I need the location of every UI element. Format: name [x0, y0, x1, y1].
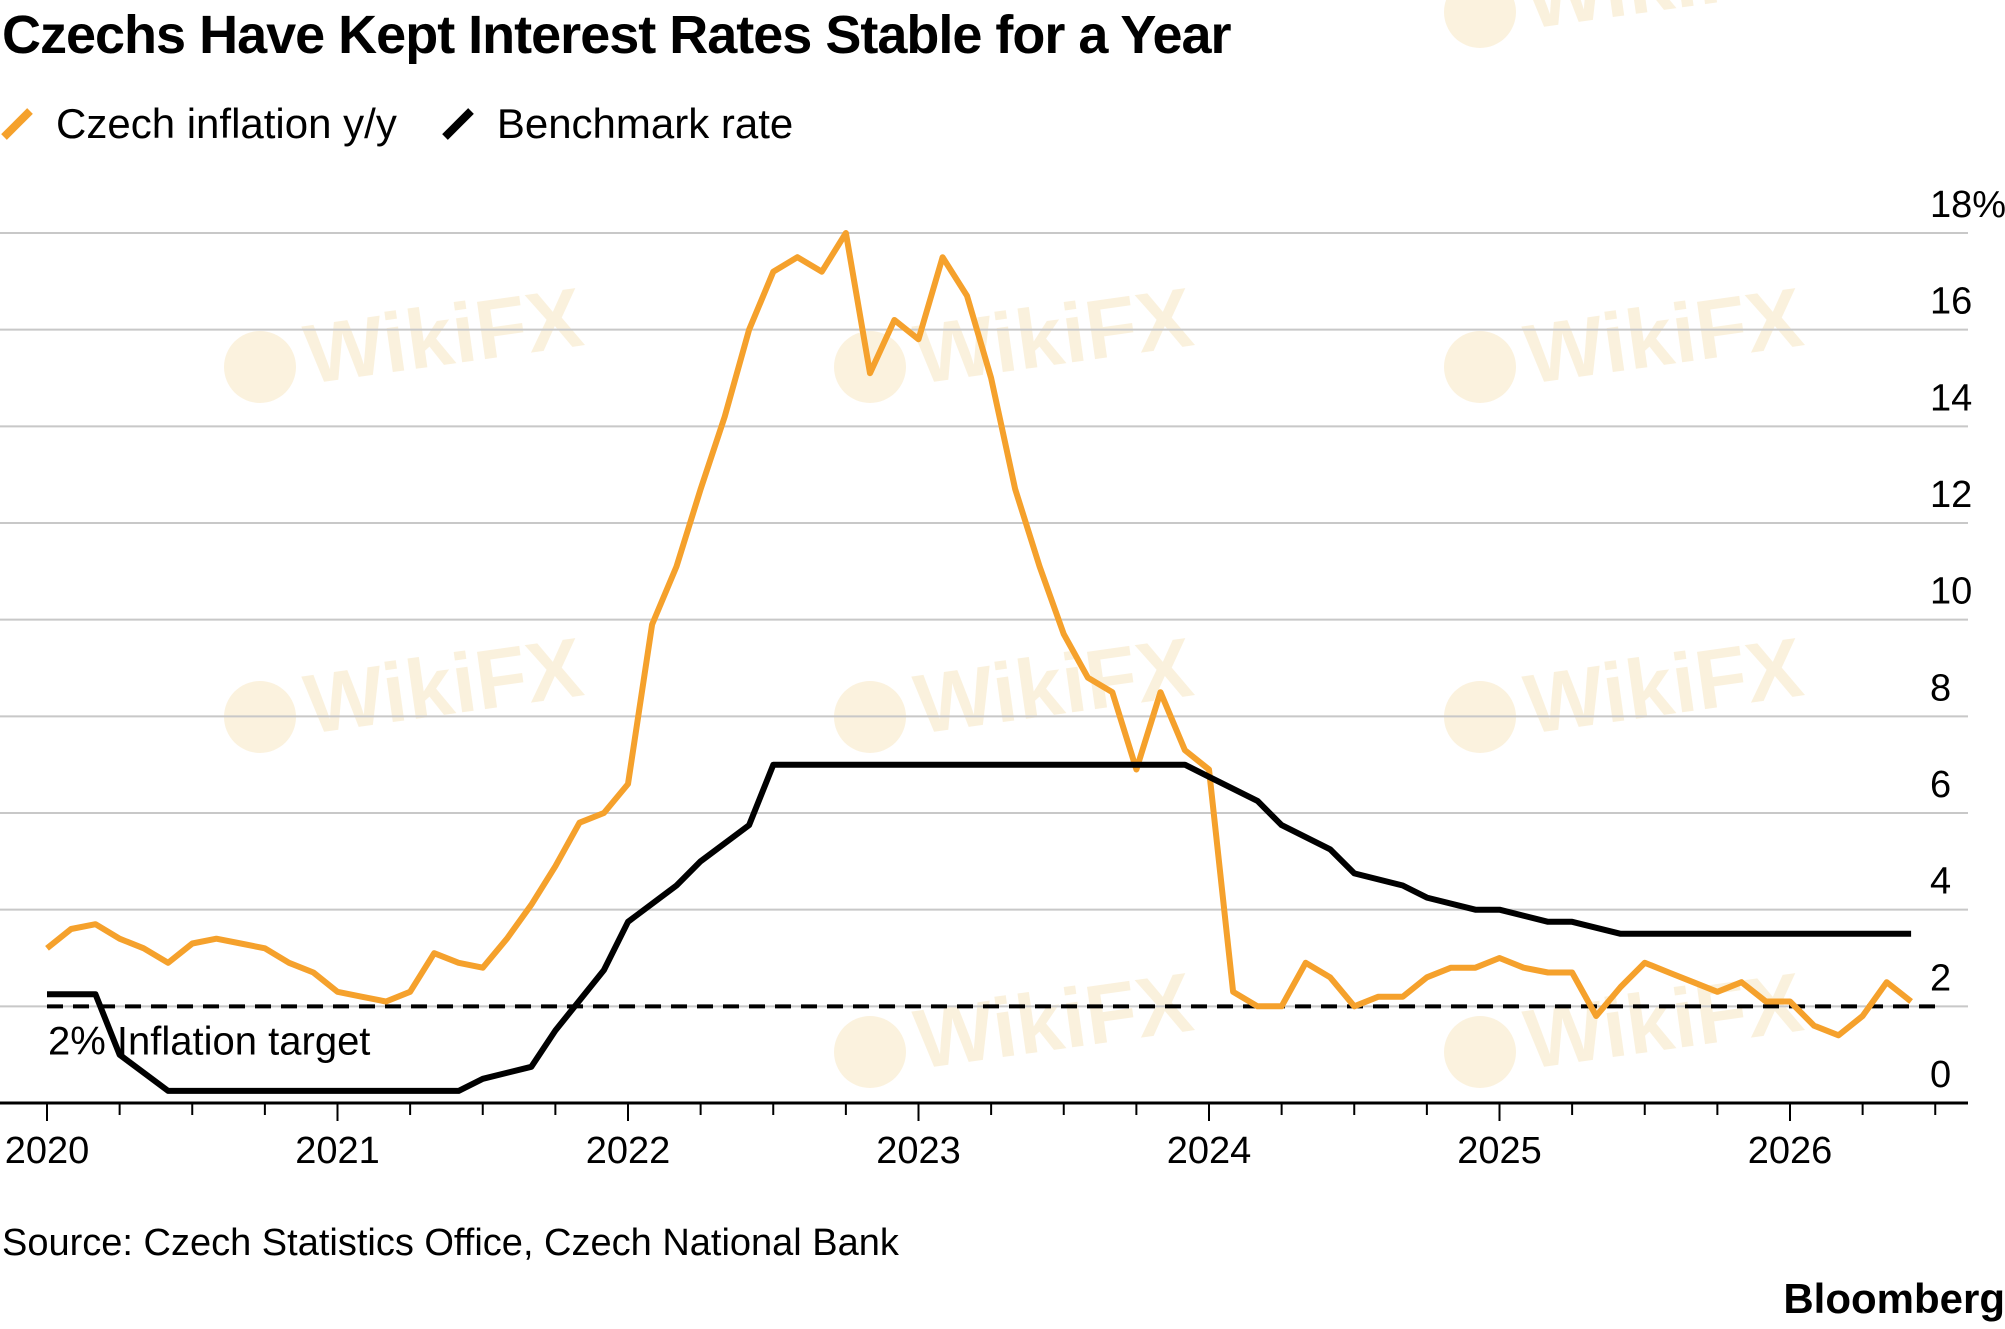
- series-line-benchmark: [47, 761, 1912, 1094]
- x-tick-label: 2023: [876, 1130, 961, 1172]
- series-line-inflation: [45, 230, 1913, 1039]
- legend-label-benchmark: Benchmark rate: [496, 100, 794, 147]
- x-tick-label: 2024: [1167, 1130, 1252, 1172]
- watermark-text: WikiFX: [909, 955, 1199, 1087]
- line-swatch-icon: [441, 108, 474, 140]
- x-tick-label: 2026: [1748, 1130, 1833, 1172]
- x-tick-label: 2025: [1457, 1130, 1542, 1172]
- reference-line-label: 2% Inflation target: [48, 1019, 370, 1063]
- watermark-text: WikiFX: [909, 620, 1199, 752]
- y-tick-label: 0: [1930, 1054, 1951, 1096]
- y-tick-label: 18%: [1930, 184, 2005, 226]
- y-tick-label: 8: [1930, 667, 1951, 709]
- y-tick-label: 14: [1930, 377, 1972, 419]
- y-tick-label: 2: [1930, 957, 1951, 999]
- x-axis-labels: 2020 2021 2022 2023 2024 2025 2026: [5, 1130, 1833, 1172]
- brand-logo: Bloomberg: [1783, 1275, 2005, 1322]
- watermark-text: WikiFX: [1519, 270, 1809, 402]
- x-tick-label: 2022: [586, 1130, 671, 1172]
- watermark-layer: WikiFX WikiFX WikiFX WikiFX WikiFX WikiFX Wiki…: [224, 0, 1808, 1088]
- legend-item-benchmark: Benchmark rate: [441, 100, 793, 148]
- y-tick-label: 10: [1930, 571, 1972, 613]
- y-tick-label: 6: [1930, 764, 1951, 806]
- x-axis: [0, 1101, 1968, 1121]
- watermark-text: WikiFX: [299, 620, 589, 752]
- watermark-logo-icon: [1444, 1016, 1516, 1088]
- watermark-logo-icon: [834, 1016, 906, 1088]
- watermark-text: WikiFX: [299, 270, 589, 402]
- watermark-text: WikiFX: [1519, 0, 1809, 47]
- line-swatch-icon: [1, 108, 33, 140]
- watermark-text: WikiFX: [1519, 620, 1809, 752]
- chart-title: Czechs Have Kept Interest Rates Stable f…: [2, 5, 1232, 65]
- x-tick-label: 2020: [5, 1130, 90, 1172]
- y-tick-label: 16: [1930, 281, 1972, 323]
- y-axis-labels: 0 2 4 6 8 10 12 14 16 18%: [1930, 184, 2005, 1096]
- watermark-logo-icon: [1444, 331, 1516, 403]
- watermark-text: WikiFX: [909, 270, 1199, 402]
- legend-label-inflation: Czech inflation y/y: [56, 100, 397, 147]
- series-lines: [45, 230, 1913, 1094]
- watermark-logo-icon: [1444, 0, 1516, 48]
- source-note: Source: Czech Statistics Office, Czech N…: [2, 1222, 899, 1264]
- x-tick-label: 2021: [295, 1130, 380, 1172]
- legend-item-inflation: Czech inflation y/y: [0, 100, 397, 148]
- chart-legend: Czech inflation y/y Benchmark rate: [0, 96, 837, 152]
- reference-line-group: 2% Inflation target: [47, 1004, 1936, 1063]
- y-tick-label: 4: [1930, 861, 1951, 903]
- watermark-logo-icon: [224, 331, 296, 403]
- y-tick-label: 12: [1930, 474, 1972, 516]
